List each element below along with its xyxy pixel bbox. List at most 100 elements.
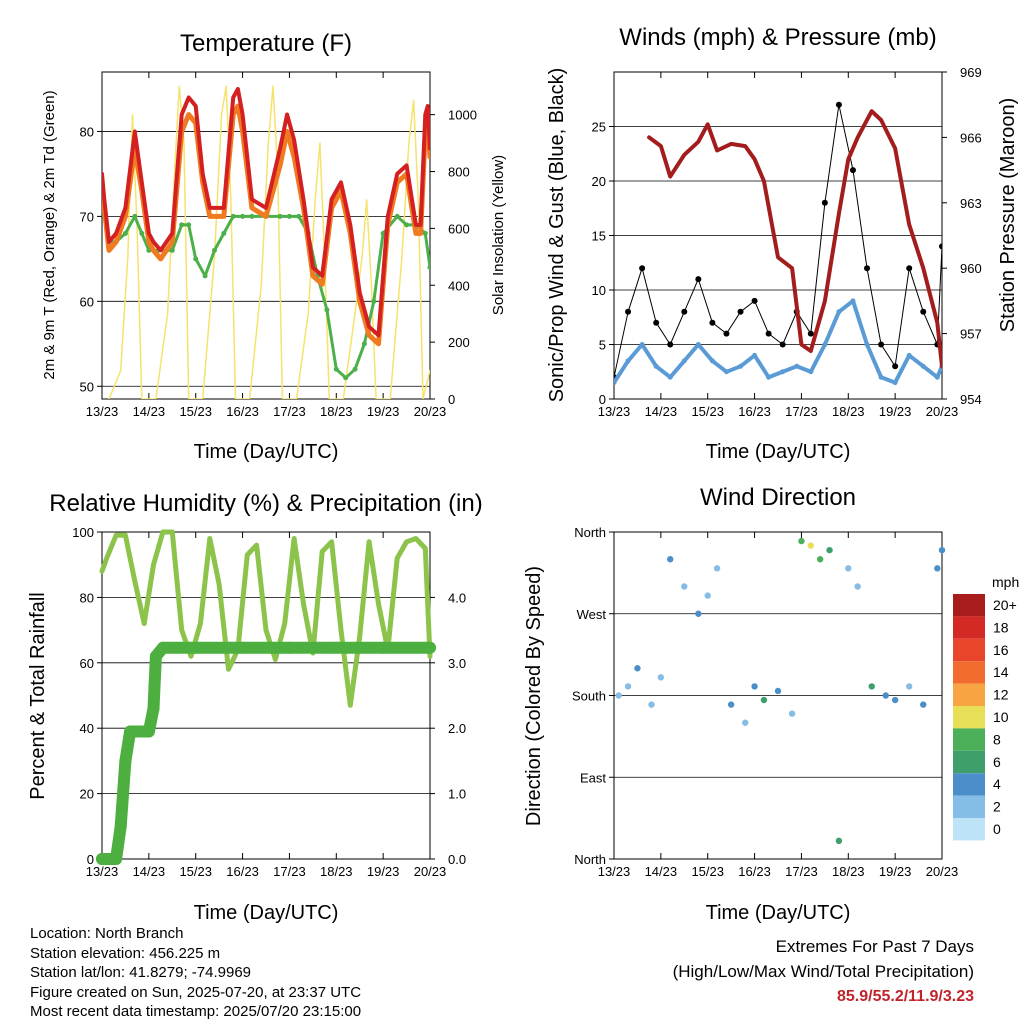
- wind-point: [836, 309, 842, 315]
- wind-point: [614, 380, 617, 386]
- plot-frame: [101, 71, 431, 400]
- wind-point: [920, 363, 926, 369]
- y2-tick-label: 957: [960, 327, 982, 342]
- y-tick-label: 50: [80, 379, 94, 394]
- x-tick-label: 18/23: [832, 864, 865, 879]
- precip-point: [377, 641, 390, 654]
- y-tick-label: South: [572, 689, 606, 704]
- wind-direction-xlabel: Time (Day/UTC): [706, 902, 851, 924]
- precip-point: [424, 641, 436, 654]
- dewpoint-point: [361, 341, 367, 347]
- extremes-values: 85.9/55.2/11.9/3.23: [836, 988, 974, 1005]
- y-tick-label: 80: [80, 124, 94, 139]
- y-tick-label: 70: [80, 209, 94, 224]
- dewpoint-point: [343, 375, 349, 381]
- dewpoint-point: [211, 247, 217, 253]
- precip-point: [149, 650, 162, 663]
- direction-point: [648, 701, 655, 708]
- direction-point: [774, 687, 782, 695]
- wind-point: [808, 369, 814, 375]
- dewpoint-point: [132, 213, 138, 219]
- direction-point: [713, 565, 721, 572]
- dewpoint-point: [296, 213, 302, 219]
- precip-point: [96, 853, 108, 865]
- humidity-title: Relative Humidity (%) & Precipitation (i…: [49, 490, 482, 517]
- x-tick-label: 16/23: [226, 864, 259, 879]
- direction-point: [920, 701, 927, 708]
- humidity-panel: Relative Humidity (%) & Precipitation (i…: [27, 490, 483, 924]
- legend-label: 4: [993, 776, 1001, 792]
- humidity-ylabel: Percent & Total Rainfall: [27, 592, 49, 800]
- dewpoint-point: [139, 230, 145, 236]
- direction-point: [798, 537, 805, 545]
- temperature-y2label: Solar Insolation (Yellow): [490, 155, 507, 315]
- dewpoint-point: [179, 222, 185, 228]
- y-tick-label: 40: [80, 721, 94, 736]
- y-tick-label: East: [580, 770, 606, 785]
- precip-point: [189, 641, 202, 654]
- direction-point: [615, 692, 622, 699]
- y2-tick-label: 969: [960, 65, 982, 80]
- x-tick-label: 17/23: [785, 864, 818, 879]
- x-tick-label: 19/23: [367, 404, 400, 419]
- x-tick-label: 13/23: [598, 864, 631, 879]
- dewpoint-point: [333, 366, 339, 372]
- x-tick-label: 14/23: [645, 864, 678, 879]
- y-tick-label: North: [574, 852, 606, 867]
- precip-point: [110, 853, 123, 865]
- station-elevation: Station elevation: 456.225 m: [30, 944, 221, 962]
- precip-point: [124, 725, 137, 738]
- direction-point: [826, 546, 833, 554]
- y2-tick-label: 2.0: [448, 721, 466, 736]
- precip-point: [133, 725, 146, 738]
- precip-point: [236, 641, 249, 654]
- direction-point: [742, 719, 749, 726]
- x-tick-label: 19/23: [879, 404, 912, 419]
- y2-tick-label: 1000: [448, 108, 477, 123]
- y-tick-label: 60: [80, 294, 94, 309]
- y2-tick-label: 0: [448, 392, 455, 407]
- y-tick-label: 20: [592, 174, 606, 189]
- y2-tick-label: 200: [448, 335, 470, 350]
- wind-point: [639, 342, 645, 347]
- wind-point: [738, 363, 744, 369]
- figure-created: Figure created on Sun, 2025-07-20, at 23…: [30, 983, 362, 1001]
- y2-tick-label: 966: [960, 130, 982, 145]
- gust-line: [614, 104, 942, 378]
- legend-label: 10: [993, 709, 1009, 725]
- dewpoint-point: [240, 213, 246, 219]
- x-tick-label: 16/23: [738, 404, 771, 419]
- y2-tick-label: 3.0: [448, 656, 466, 671]
- direction-point: [695, 610, 702, 617]
- humidity-series: [96, 529, 436, 865]
- x-tick-label: 20/23: [414, 404, 447, 419]
- y-tick-label: 60: [80, 656, 94, 671]
- legend-swatch: [953, 594, 985, 617]
- direction-point: [845, 565, 852, 572]
- wind-point: [822, 342, 828, 347]
- wind-point: [752, 352, 758, 358]
- winds-y2label: Station Pressure (Maroon): [997, 98, 1019, 333]
- y-tick-label: 25: [592, 120, 606, 135]
- wind-point: [850, 298, 856, 304]
- y-tick-label: 5: [599, 338, 606, 353]
- dewpoint-point: [277, 213, 283, 219]
- y-tick-label: 80: [80, 590, 94, 605]
- wind-point: [695, 342, 701, 347]
- x-tick-label: 18/23: [832, 404, 865, 419]
- x-tick-label: 20/23: [926, 404, 959, 419]
- x-tick-label: 14/23: [133, 864, 166, 879]
- x-tick-label: 17/23: [785, 404, 818, 419]
- x-tick-label: 17/23: [273, 404, 306, 419]
- temperature-panel: Temperature (F) Time (Day/UTC) 2m & 9m T…: [41, 30, 507, 463]
- precip-line: [96, 641, 436, 865]
- precip-point: [330, 641, 343, 654]
- legend-swatch: [953, 616, 985, 639]
- x-tick-label: 13/23: [86, 864, 119, 879]
- direction-point: [854, 583, 861, 590]
- station-location: Location: North Branch: [30, 925, 184, 942]
- y2-tick-label: 600: [448, 221, 470, 236]
- direction-point: [816, 556, 824, 563]
- direction-point: [938, 546, 946, 554]
- solar-insolation-line: [108, 85, 430, 399]
